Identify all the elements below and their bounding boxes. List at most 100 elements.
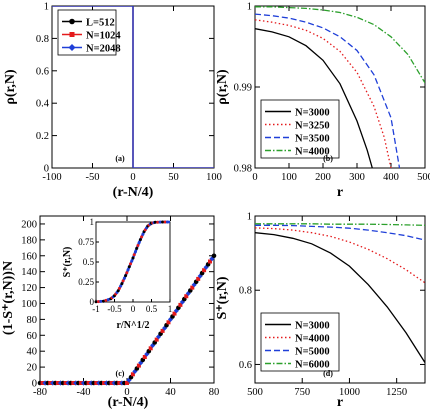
inset-y-tick-label: 1 xyxy=(90,217,95,227)
legend-label: N=1024 xyxy=(86,30,121,41)
series-line-N=2048 xyxy=(52,6,214,168)
inset-data-point xyxy=(94,300,98,304)
y-tick-label: 100 xyxy=(21,299,37,310)
series-line-N=4000 xyxy=(255,227,425,284)
y-tick-label: 0.4 xyxy=(36,99,50,110)
data-point xyxy=(166,320,171,325)
y-axis-label: ρ(r,N) xyxy=(215,69,230,105)
x-tick-label: 200 xyxy=(315,172,331,183)
data-point xyxy=(185,290,191,296)
legend: L=512 N=1024 N=2048 xyxy=(57,9,121,56)
inset-y-tick-label: 0.25 xyxy=(78,277,94,287)
y-tick-label: 0.2 xyxy=(36,131,49,142)
data-point xyxy=(126,377,132,383)
inset-data-point xyxy=(99,299,103,303)
series-line-N=6000 xyxy=(255,223,425,226)
y-axis-label: S⁺(r,N) xyxy=(215,276,230,319)
inset-x-tick-label: -0.5 xyxy=(107,304,122,314)
y-tick-label: 200 xyxy=(21,219,37,230)
y-tick-label: 1 xyxy=(247,212,252,223)
inset-data-point xyxy=(131,256,135,260)
data-point xyxy=(178,302,183,307)
legend-label: N=3500 xyxy=(295,133,330,144)
y-tick-label: 60 xyxy=(27,331,38,342)
data-point xyxy=(211,253,217,259)
inset-y-tick-label: 0.75 xyxy=(78,237,94,247)
x-tick-label: 300 xyxy=(349,172,365,183)
y-tick-label: 1 xyxy=(44,2,49,13)
y-tick-label: 140 xyxy=(21,267,37,278)
inset-data-point xyxy=(163,220,167,224)
data-point xyxy=(162,325,168,331)
inset-data-point xyxy=(121,279,125,283)
x-tick-label: -100 xyxy=(42,172,61,183)
inset-frame xyxy=(95,221,171,303)
series-line-N=3000 xyxy=(255,232,425,363)
data-point xyxy=(190,285,195,290)
inset-x-tick-label: -1 xyxy=(92,304,100,314)
data-point xyxy=(130,372,135,377)
legend: N=3000 N=3250 N=3500 N=4000 xyxy=(260,99,340,159)
inset-data-point xyxy=(124,274,128,278)
panel-b: 01002003004005000.980.991N=3000N=3250N=3… xyxy=(215,2,430,201)
series-line-N=5000 xyxy=(255,224,425,241)
panel-d: 500 750 1000 12500.60.81N=3000N=4000N=5000N… xyxy=(215,212,426,410)
inset-y-label: S⁺(r,N) xyxy=(62,247,73,278)
x-tick-label: -50 xyxy=(86,172,100,183)
data-point xyxy=(196,276,201,281)
series-line-N=3500 xyxy=(255,13,401,168)
y-tick-label: 0.6 xyxy=(36,66,49,77)
inset-y-tick-label: 0.5 xyxy=(83,257,95,267)
legend-label: N=3000 xyxy=(295,320,330,331)
x-tick-label: 50 xyxy=(168,172,179,183)
inset-data-point xyxy=(126,268,130,272)
y-tick-label: 40 xyxy=(27,347,38,358)
legend-marker-circle xyxy=(69,18,75,25)
data-point xyxy=(136,363,141,368)
data-point xyxy=(142,355,147,359)
x-tick-label: 40 xyxy=(165,387,176,398)
legend-label: N=3250 xyxy=(295,120,330,131)
x-tick-label: 100 xyxy=(206,172,222,183)
legend-box xyxy=(260,99,340,159)
x-tick-label: 750 xyxy=(294,387,310,398)
x-tick-label: 100 xyxy=(281,172,297,183)
y-tick-label: 0.8 xyxy=(239,286,252,297)
data-point xyxy=(148,346,153,351)
data-point xyxy=(172,311,177,316)
inset-data-point xyxy=(161,220,165,224)
data-point xyxy=(208,259,212,264)
y-tick-label: 120 xyxy=(21,283,37,294)
inset-data-point xyxy=(138,238,142,242)
x-tick-label: 0 xyxy=(124,387,129,398)
y-tick-label: 180 xyxy=(21,235,37,246)
x-axis-label: r xyxy=(337,185,343,200)
panel-a: -100 -50 0 50 100 0 0.2 0.4 0.6 0.8 1 L=512 N=1024 N=… xyxy=(3,2,222,201)
legend-label: N=3000 xyxy=(295,107,330,118)
inset-data-point xyxy=(127,265,131,269)
y-tick-label: 0.99 xyxy=(234,83,252,94)
x-axis-label: (r-N/4) xyxy=(108,395,149,410)
data-point xyxy=(167,316,174,322)
data-point xyxy=(184,294,189,299)
x-tick-label: 1250 xyxy=(386,387,407,398)
x-tick-label: 1000 xyxy=(339,387,360,398)
panel-c: -80 -40 0 40 80020406080100120140160180200(r… xyxy=(1,215,219,410)
inset-data-point xyxy=(120,282,124,286)
data-point xyxy=(132,368,138,374)
y-tick-label: 160 xyxy=(21,251,37,262)
data-point xyxy=(191,282,197,288)
inset-data-point xyxy=(104,298,108,302)
inset-x-label: r/N^1/2 xyxy=(116,320,149,331)
inset-x-tick-label: 1 xyxy=(168,304,173,314)
inset-data-point xyxy=(97,300,100,304)
y-tick-label: 20 xyxy=(27,363,38,374)
legend-label: N=5000 xyxy=(295,346,330,357)
data-point xyxy=(173,308,179,314)
inset-data-point xyxy=(101,299,105,303)
data-point xyxy=(125,381,129,385)
inset-data-point xyxy=(135,246,139,250)
x-tick-label: 500 xyxy=(247,387,263,398)
inset-data-point xyxy=(117,286,121,290)
